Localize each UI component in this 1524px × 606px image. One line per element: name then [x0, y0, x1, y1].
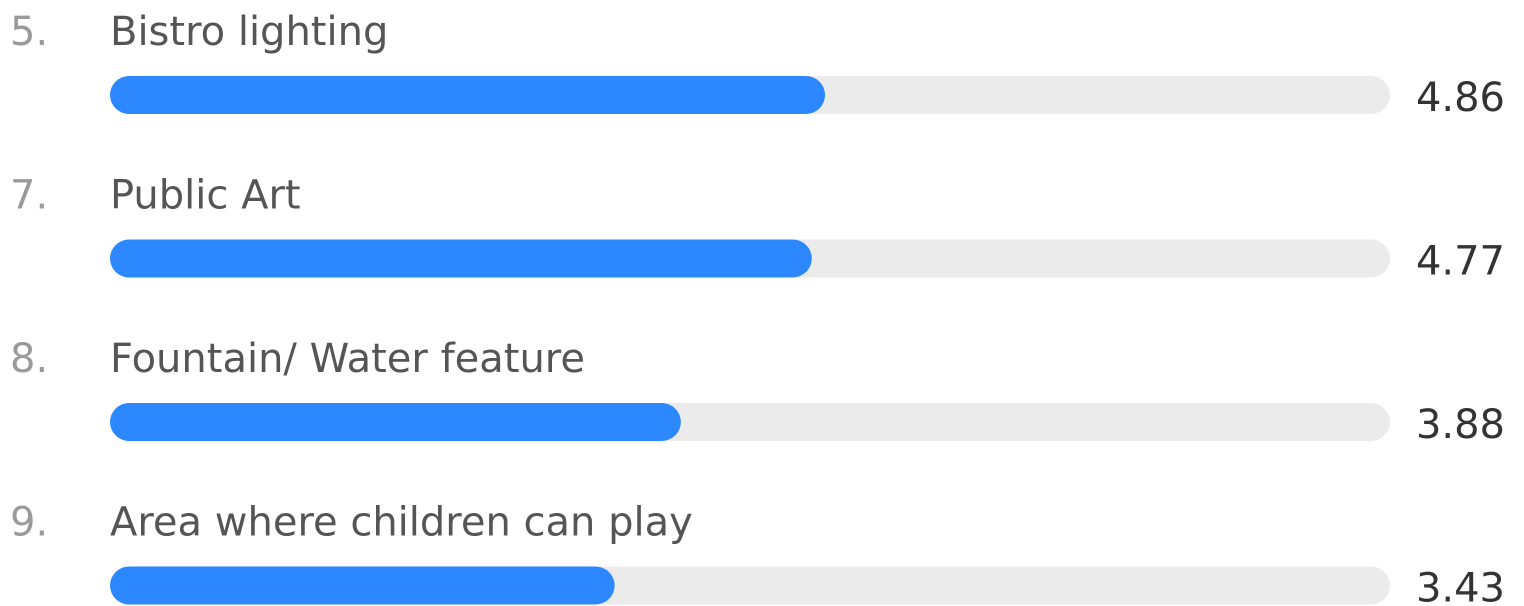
bar: [110, 566, 615, 605]
rank: 7.: [10, 173, 48, 219]
item-label: Bistro lighting: [110, 9, 388, 55]
item-label: Fountain/ Water feature: [110, 336, 585, 382]
bar: [110, 239, 812, 278]
rank: 8.: [10, 336, 48, 382]
bar: [110, 403, 681, 441]
value-label: 4.86: [1416, 75, 1505, 121]
bar: [110, 76, 826, 114]
value-label: 3.43: [1416, 566, 1505, 606]
rank: 9.: [10, 500, 48, 546]
value-label: 4.77: [1416, 239, 1505, 285]
rank: 5.: [10, 9, 48, 55]
value-label: 3.88: [1416, 402, 1505, 448]
item-label: Area where children can play: [110, 500, 693, 546]
item-label: Public Art: [110, 173, 301, 219]
